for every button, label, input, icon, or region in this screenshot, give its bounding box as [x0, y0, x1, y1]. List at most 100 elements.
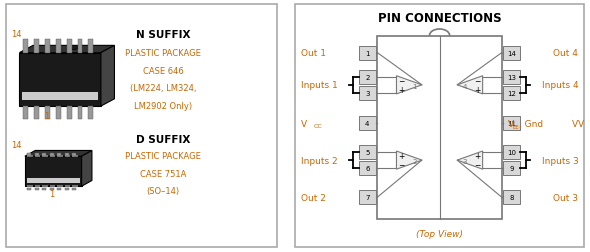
Text: PIN CONNECTIONS: PIN CONNECTIONS: [378, 12, 502, 25]
Text: 3: 3: [365, 90, 369, 96]
Text: CASE 646: CASE 646: [143, 66, 183, 75]
Bar: [359, 146, 376, 160]
Text: (SO–14): (SO–14): [147, 186, 180, 196]
Text: 7: 7: [365, 194, 369, 200]
Bar: [42, 188, 46, 191]
Bar: [359, 86, 376, 100]
Bar: [45, 40, 50, 53]
Text: 3: 3: [463, 159, 467, 165]
Text: , Gnd: , Gnd: [519, 119, 543, 128]
Bar: [359, 117, 376, 131]
Bar: [19, 53, 101, 107]
Bar: [359, 71, 376, 85]
Text: −: −: [398, 161, 405, 170]
Polygon shape: [101, 46, 114, 107]
Bar: [72, 154, 77, 156]
Text: 1: 1: [50, 189, 54, 198]
Bar: [359, 46, 376, 60]
Bar: [23, 40, 28, 53]
Text: Out 1: Out 1: [301, 49, 326, 58]
Bar: [56, 107, 61, 120]
Bar: [34, 154, 39, 156]
Bar: [50, 188, 54, 191]
Text: 8: 8: [510, 194, 514, 200]
Text: −: −: [398, 76, 405, 85]
Text: V: V: [507, 119, 514, 128]
Bar: [67, 107, 71, 120]
Bar: [77, 40, 83, 53]
Text: 4: 4: [365, 121, 369, 127]
Bar: [503, 46, 520, 60]
Bar: [503, 161, 520, 175]
Bar: [72, 188, 77, 191]
Bar: [25, 156, 81, 186]
Text: Out 3: Out 3: [553, 193, 578, 202]
Text: 14: 14: [11, 141, 22, 150]
Bar: [65, 188, 69, 191]
Polygon shape: [457, 76, 483, 94]
Text: 4: 4: [463, 84, 467, 90]
Bar: [503, 146, 520, 160]
Text: 9: 9: [510, 165, 514, 171]
Text: V: V: [572, 119, 578, 128]
Text: CASE 751A: CASE 751A: [140, 169, 186, 178]
Text: CC: CC: [314, 124, 323, 129]
Text: 5: 5: [365, 150, 369, 155]
Bar: [503, 117, 520, 131]
Text: 1: 1: [44, 112, 49, 121]
Bar: [27, 178, 80, 183]
Text: LM2902 Only): LM2902 Only): [135, 101, 192, 110]
Bar: [378, 37, 502, 219]
Text: 6: 6: [365, 165, 369, 171]
Text: Inputs 4: Inputs 4: [542, 81, 578, 90]
Text: +: +: [398, 151, 405, 161]
Text: PLASTIC PACKAGE: PLASTIC PACKAGE: [125, 49, 201, 58]
Bar: [45, 107, 50, 120]
Bar: [34, 40, 39, 53]
Polygon shape: [396, 76, 422, 94]
Text: Out 4: Out 4: [553, 49, 578, 58]
Bar: [23, 107, 28, 120]
Bar: [503, 86, 520, 100]
Text: PLASTIC PACKAGE: PLASTIC PACKAGE: [125, 152, 201, 161]
Text: Inputs 2: Inputs 2: [301, 156, 337, 165]
Text: 2: 2: [365, 75, 369, 81]
Bar: [22, 92, 98, 100]
Text: EE: EE: [512, 124, 519, 129]
Bar: [67, 40, 71, 53]
Text: V: V: [301, 119, 307, 128]
Bar: [27, 188, 31, 191]
Text: +: +: [474, 85, 481, 94]
Bar: [56, 40, 61, 53]
Text: 14: 14: [507, 50, 516, 56]
Text: +: +: [398, 85, 405, 94]
Text: 1: 1: [412, 84, 417, 90]
Text: (Top View): (Top View): [416, 229, 463, 238]
Text: −: −: [474, 161, 481, 170]
Text: (LM224, LM324,: (LM224, LM324,: [130, 84, 196, 93]
Text: D SUFFIX: D SUFFIX: [136, 134, 191, 144]
Bar: [503, 190, 520, 204]
Text: 14: 14: [11, 29, 22, 39]
Text: 10: 10: [507, 150, 516, 155]
Bar: [65, 154, 69, 156]
Polygon shape: [81, 151, 92, 186]
Bar: [50, 154, 54, 156]
Text: −: −: [474, 76, 481, 85]
Bar: [88, 40, 93, 53]
Text: 12: 12: [507, 90, 516, 96]
Text: 2: 2: [412, 159, 417, 165]
Bar: [77, 107, 83, 120]
Polygon shape: [457, 151, 483, 170]
Text: 1: 1: [365, 50, 369, 56]
Bar: [503, 71, 520, 85]
Bar: [88, 107, 93, 120]
Wedge shape: [69, 46, 78, 50]
Bar: [34, 107, 39, 120]
Bar: [34, 188, 39, 191]
Bar: [42, 154, 46, 156]
Polygon shape: [25, 151, 92, 156]
Text: Inputs 3: Inputs 3: [542, 156, 578, 165]
Bar: [359, 161, 376, 175]
Text: Out 2: Out 2: [301, 193, 326, 202]
